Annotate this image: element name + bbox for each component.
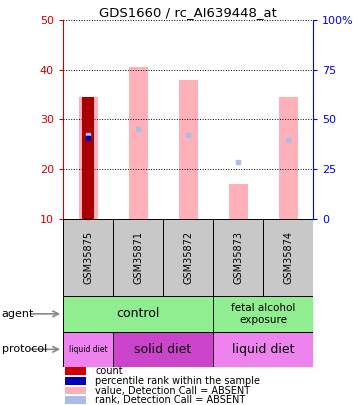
Text: GSM35873: GSM35873 — [233, 231, 243, 284]
Text: agent: agent — [2, 309, 34, 319]
Bar — [65, 396, 86, 404]
Bar — [78, 97, 98, 219]
Text: percentile rank within the sample: percentile rank within the sample — [95, 376, 260, 386]
Bar — [82, 97, 94, 219]
Bar — [63, 219, 113, 296]
Bar — [213, 219, 263, 296]
Title: GDS1660 / rc_AI639448_at: GDS1660 / rc_AI639448_at — [99, 6, 277, 19]
Bar — [179, 80, 198, 219]
Bar — [129, 67, 148, 219]
Bar — [163, 219, 213, 296]
Text: GSM35875: GSM35875 — [83, 230, 93, 284]
Bar — [113, 332, 213, 367]
Text: GSM35874: GSM35874 — [283, 231, 293, 284]
Text: control: control — [116, 307, 160, 320]
Bar — [65, 377, 86, 385]
Bar — [63, 296, 213, 332]
Bar — [65, 387, 86, 394]
Bar — [263, 219, 313, 296]
Text: liquid diet: liquid diet — [69, 345, 107, 354]
Bar — [113, 219, 163, 296]
Text: rank, Detection Call = ABSENT: rank, Detection Call = ABSENT — [95, 395, 246, 405]
Text: liquid diet: liquid diet — [232, 343, 294, 356]
Text: fetal alcohol
exposure: fetal alcohol exposure — [231, 303, 295, 325]
Text: count: count — [95, 367, 123, 376]
Text: GSM35871: GSM35871 — [133, 231, 143, 284]
Text: value, Detection Call = ABSENT: value, Detection Call = ABSENT — [95, 386, 251, 396]
Bar — [63, 332, 113, 367]
Bar — [279, 97, 298, 219]
Bar — [229, 184, 248, 219]
Bar — [213, 296, 313, 332]
Bar — [65, 367, 86, 375]
Text: protocol: protocol — [2, 344, 47, 354]
Text: solid diet: solid diet — [134, 343, 192, 356]
Bar — [213, 332, 313, 367]
Text: GSM35872: GSM35872 — [183, 230, 193, 284]
